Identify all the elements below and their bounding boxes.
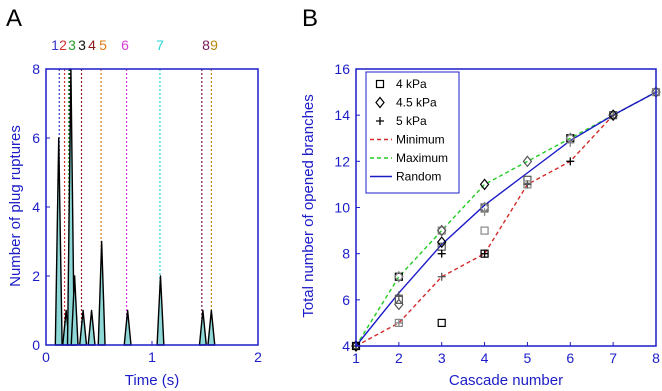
x-tick-label: 8 bbox=[652, 350, 660, 366]
legend-marker-plus bbox=[376, 117, 384, 125]
legend-label: 4.5 kPa bbox=[396, 96, 437, 110]
marker-plus bbox=[609, 111, 618, 120]
legend-label: Random bbox=[396, 170, 441, 184]
rupture-peak bbox=[207, 309, 216, 346]
rupture-peak bbox=[123, 309, 132, 346]
y-tick-label: 6 bbox=[32, 130, 40, 146]
rupture-peak bbox=[97, 240, 106, 346]
y-tick-label: 0 bbox=[32, 337, 40, 353]
cascade-label: 1 bbox=[51, 37, 59, 53]
cascade-label: 4 bbox=[88, 37, 96, 53]
panel-a-xlabel: Time (s) bbox=[125, 372, 179, 389]
y-tick-label: 4 bbox=[32, 199, 40, 215]
cascade-label: 6 bbox=[121, 37, 129, 53]
panel-b-ylabel: Total number of opened branches bbox=[300, 94, 317, 317]
legend-label: Minimum bbox=[396, 133, 445, 147]
y-tick-label: 12 bbox=[334, 153, 350, 169]
marker-plus bbox=[523, 180, 532, 189]
x-tick-label: 4 bbox=[481, 350, 489, 366]
cascade-label: 9 bbox=[210, 37, 218, 53]
marker-diamond bbox=[608, 109, 618, 122]
y-tick-label: 8 bbox=[32, 61, 40, 77]
cascade-label: 3 bbox=[78, 37, 86, 53]
panel-b-frame bbox=[355, 68, 657, 347]
cascade-label: 5 bbox=[99, 37, 107, 53]
x-tick-label: 2 bbox=[254, 349, 262, 365]
cascade-label: 7 bbox=[156, 37, 164, 53]
panel-b-xlabel: Cascade number bbox=[449, 372, 563, 389]
x-tick-label: 1 bbox=[352, 350, 360, 366]
x-tick-label: 3 bbox=[438, 350, 446, 366]
x-tick-label: 5 bbox=[524, 350, 532, 366]
y-tick-label: 4 bbox=[342, 338, 350, 354]
panel-a-letter: A bbox=[6, 5, 22, 32]
panel-a-frame bbox=[45, 68, 259, 346]
legend-marker-square bbox=[375, 79, 385, 89]
marker-diamond bbox=[394, 298, 404, 311]
y-tick-label: 6 bbox=[342, 292, 350, 308]
marker-plus bbox=[437, 272, 446, 281]
x-tick-label: 1 bbox=[148, 349, 156, 365]
y-tick-label: 10 bbox=[334, 200, 350, 216]
panel-b-legend: 4 kPa 4.5 kPa 5 kPa Minimum Maximum Random bbox=[365, 71, 460, 194]
rupture-peak bbox=[198, 309, 207, 346]
rupture-peak bbox=[54, 137, 63, 346]
legend-marker-diamond bbox=[375, 96, 385, 109]
y-tick-label: 8 bbox=[342, 246, 350, 262]
rupture-peak bbox=[79, 309, 88, 346]
rupture-peak bbox=[87, 309, 96, 346]
marker-diamond bbox=[522, 155, 533, 168]
x-tick-label: 0 bbox=[42, 349, 50, 365]
cascade-label: 2 bbox=[59, 37, 67, 53]
marker-diamond bbox=[351, 340, 361, 352]
marker-square bbox=[437, 318, 446, 328]
marker-plus bbox=[566, 138, 575, 147]
marker-diamond bbox=[479, 178, 490, 191]
panel-b-letter: B bbox=[302, 5, 318, 32]
legend-label: 5 kPa bbox=[396, 114, 427, 128]
series-line-minimum bbox=[355, 91, 657, 347]
marker-plus bbox=[480, 249, 489, 258]
y-tick-label: 14 bbox=[334, 107, 350, 123]
marker-diamond bbox=[394, 270, 404, 283]
marker-plus bbox=[566, 157, 575, 166]
x-tick-label: 2 bbox=[395, 350, 403, 366]
cascade-label: 8 bbox=[202, 37, 210, 53]
cascade-label: 3 bbox=[68, 37, 76, 53]
y-tick-label: 2 bbox=[32, 268, 40, 284]
rupture-peak bbox=[156, 275, 165, 346]
series-line-random bbox=[355, 91, 657, 347]
marker-plus bbox=[394, 318, 403, 327]
marker-diamond bbox=[436, 236, 447, 249]
marker-plus bbox=[480, 208, 489, 217]
x-tick-label: 6 bbox=[566, 350, 574, 366]
legend-box bbox=[365, 71, 460, 194]
marker-plus bbox=[437, 249, 446, 258]
legend-label: 4 kPa bbox=[396, 77, 427, 91]
legend-label: Maximum bbox=[396, 151, 448, 165]
marker-square bbox=[480, 226, 489, 235]
panel-a-ylabel: Number of plug ruptures bbox=[7, 125, 24, 287]
y-tick-label: 16 bbox=[334, 61, 350, 77]
marker-plus bbox=[394, 291, 403, 300]
marker-diamond bbox=[436, 224, 447, 237]
x-tick-label: 7 bbox=[609, 350, 617, 366]
